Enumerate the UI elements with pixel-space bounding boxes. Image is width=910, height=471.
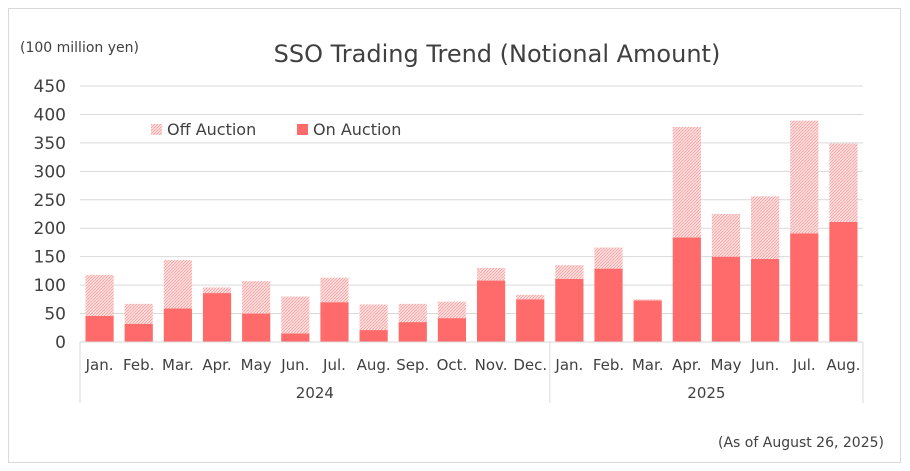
x-axis: Jan. Feb. Mar. Apr. May Jun. Jul. Aug. Sep. Oct. N… [79, 341, 864, 403]
x-tick-label: Jul. [792, 356, 816, 374]
year-group-label: 2024 [296, 384, 334, 402]
y-tick-label: 400 [34, 105, 66, 125]
x-tick-label: Mar. [162, 356, 194, 374]
year-group-label: 2025 [687, 384, 725, 402]
bar-on-auction [633, 300, 662, 342]
bar-on-auction [202, 293, 232, 342]
bar-on-auction [437, 318, 467, 342]
bar-off-auction [202, 287, 232, 294]
bar-off-auction [320, 277, 349, 303]
x-tick-label: Jul. [322, 356, 346, 374]
x-tick-label: Sep. [396, 356, 429, 374]
bar-off-auction [281, 296, 310, 334]
bar-off-auction [242, 281, 271, 314]
bar-on-auction [398, 322, 427, 342]
y-tick-label: 0 [55, 333, 66, 353]
bar-on-auction [711, 256, 741, 342]
y-tick-label: 100 [34, 276, 66, 296]
x-tick-label: May [241, 356, 272, 374]
bar-off-auction [85, 274, 114, 316]
bar-on-auction [555, 278, 584, 342]
y-axis: 0 50 100 150 200 250 300 350 400 450 [34, 77, 66, 353]
y-tick-label: 350 [34, 134, 66, 154]
bar-on-auction [790, 233, 819, 342]
bar-on-auction [320, 302, 349, 342]
legend-swatch-on-auction [297, 124, 308, 135]
x-tick-label: Mar. [632, 356, 664, 374]
chart-title: SSO Trading Trend (Notional Amount) [274, 40, 721, 68]
x-tick-label: Jan. [85, 356, 114, 374]
bar-on-auction [829, 221, 858, 342]
y-tick-label: 300 [34, 162, 66, 182]
bar-off-auction [751, 196, 780, 259]
x-tick-label: Aug. [357, 356, 391, 374]
bar-on-auction [85, 315, 114, 342]
bar-off-auction [124, 303, 153, 324]
bar-on-auction [516, 299, 545, 342]
bar-on-auction [242, 313, 271, 342]
x-tick-label: Jun. [750, 356, 779, 374]
y-tick-label: 150 [34, 248, 66, 268]
x-tick-label: Jun. [280, 356, 309, 374]
bar-off-auction [672, 126, 701, 238]
legend-label-off-auction: Off Auction [167, 120, 256, 139]
y-tick-label: 250 [34, 191, 66, 211]
x-tick-label: Aug. [826, 356, 860, 374]
bar-on-auction [672, 237, 701, 342]
x-tick-label: Apr. [672, 356, 701, 374]
x-tick-label: May [710, 356, 741, 374]
x-tick-label: Dec. [513, 356, 547, 374]
bar-off-auction [594, 247, 623, 269]
x-tick-label: Jan. [554, 356, 583, 374]
bar-on-auction [281, 333, 310, 342]
bar-off-auction [437, 301, 467, 319]
bar-off-auction [555, 265, 584, 279]
y-tick-label: 50 [44, 305, 66, 325]
bars [85, 120, 858, 342]
unit-label: (100 million yen) [20, 40, 139, 56]
bar-on-auction [163, 308, 192, 342]
footnote: (As of August 26, 2025) [718, 435, 884, 451]
legend: Off Auction On Auction [151, 120, 401, 139]
bar-off-auction [829, 143, 858, 222]
x-tick-label: Oct. [437, 356, 468, 374]
bar-on-auction [124, 323, 153, 342]
bar-on-auction [359, 330, 388, 342]
y-tick-label: 450 [34, 77, 66, 97]
x-tick-label: Nov. [475, 356, 508, 374]
bar-on-auction [594, 268, 623, 342]
legend-swatch-off-auction [151, 124, 162, 135]
bar-off-auction [398, 303, 427, 323]
bar-on-auction [751, 258, 780, 342]
legend-label-on-auction: On Auction [313, 120, 401, 139]
bar-on-auction [476, 280, 506, 342]
bar-off-auction [711, 214, 741, 257]
bar-off-auction [790, 120, 819, 234]
bar-off-auction [516, 294, 545, 300]
bar-off-auction [476, 268, 506, 281]
bar-off-auction [359, 304, 388, 331]
bar-off-auction [163, 260, 192, 309]
x-tick-label: Apr. [202, 356, 231, 374]
bar-off-auction [633, 299, 662, 301]
x-tick-label: Feb. [593, 356, 624, 374]
y-tick-label: 200 [34, 219, 66, 239]
x-tick-label: Feb. [123, 356, 154, 374]
